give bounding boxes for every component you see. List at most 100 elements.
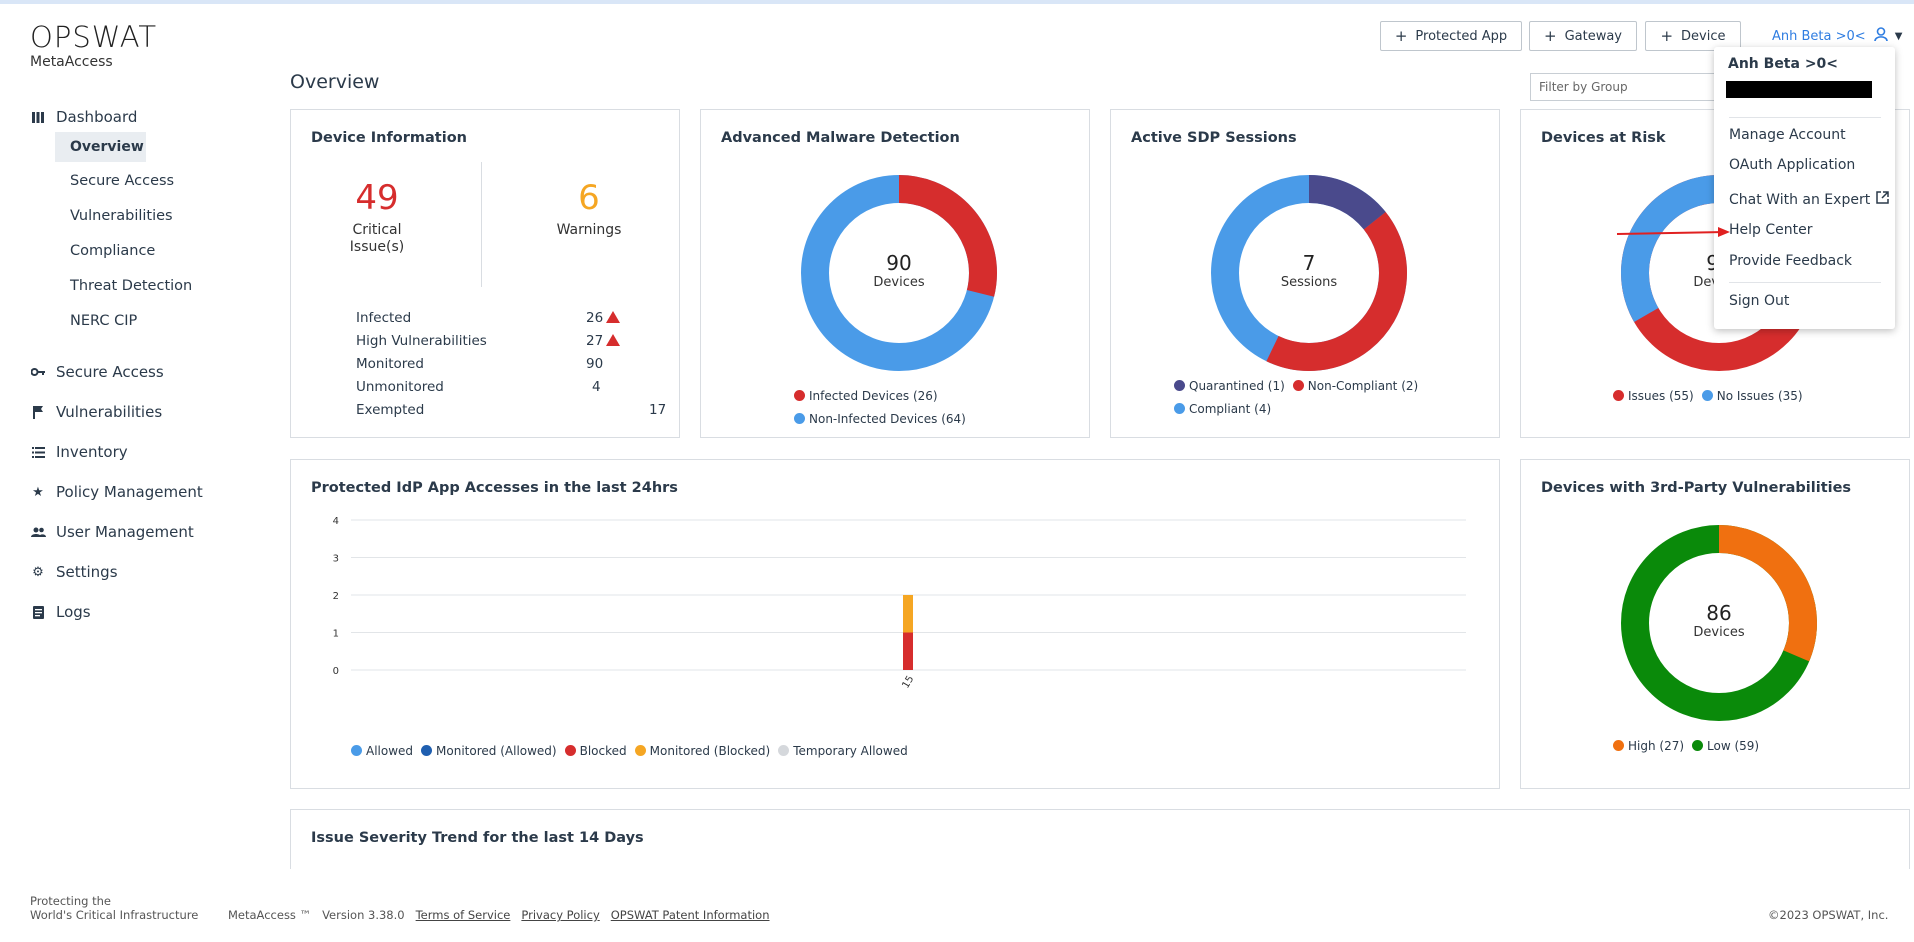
menu-item-sign-out[interactable]: Sign Out <box>1729 293 1790 309</box>
legend-item[interactable]: Non-Compliant (2) <box>1292 374 1419 397</box>
legend-item[interactable]: Allowed <box>351 739 413 762</box>
vulnerabilities-donut-chart[interactable] <box>1619 523 1819 723</box>
stat-row-high-vulnerabilities[interactable]: High Vulnerabilities 27 <box>356 333 636 356</box>
sidebar-item-label: Logs <box>56 603 91 621</box>
sidebar-main-items: Secure Access Vulnerabilities Inventory … <box>0 352 203 632</box>
sidebar-item-logs[interactable]: Logs <box>0 592 203 632</box>
menu-divider <box>1729 282 1881 283</box>
sidebar-item-label: Secure Access <box>56 363 164 381</box>
sidebar-subitem-vulnerabilities[interactable]: Vulnerabilities <box>70 208 173 224</box>
sidebar-item-dashboard[interactable]: Dashboard <box>0 102 192 132</box>
idp-bar-chart[interactable]: 0 1 2 3 4 15 <box>291 500 1499 700</box>
stat-row-monitored[interactable]: Monitored 90 <box>356 356 636 379</box>
legend-item[interactable]: Quarantined (1) <box>1174 374 1285 397</box>
privacy-policy-link[interactable]: Privacy Policy <box>521 908 600 922</box>
card-title: Advanced Malware Detection <box>721 130 960 146</box>
chart-legend: Quarantined (1) Non-Compliant (2) Compli… <box>1174 374 1444 420</box>
legend-item[interactable]: Temporary Allowed <box>778 739 908 762</box>
legend-dot <box>1174 380 1185 391</box>
legend-dot <box>634 745 646 756</box>
legend-dot <box>564 745 576 756</box>
sidebar-item-settings[interactable]: ⚙ Settings <box>0 552 203 592</box>
sidebar-item-policy-management[interactable]: ★ Policy Management <box>0 472 203 512</box>
logo[interactable]: OPSWAT MetaAccess <box>30 22 157 70</box>
high-slice[interactable] <box>1621 525 1817 721</box>
sidebar-item-inventory[interactable]: Inventory <box>0 432 203 472</box>
menu-item-provide-feedback[interactable]: Provide Feedback <box>1729 253 1853 269</box>
sdp-donut-chart[interactable] <box>1209 173 1409 373</box>
legend-label: Issues (55) <box>1628 388 1694 403</box>
caret-down-icon: ▼ <box>1894 31 1903 42</box>
menu-item-chat-with-expert[interactable]: Chat With an Expert <box>1729 191 1889 208</box>
bar-segment-blocked[interactable] <box>903 632 913 671</box>
menu-item-help-center[interactable]: Help Center <box>1729 222 1813 238</box>
stat-value: 90 <box>586 356 604 372</box>
footer-product: MetaAccess ™ <box>228 908 312 922</box>
gear-icon: ⚙ <box>32 564 44 580</box>
stat-value: 26 <box>586 310 604 326</box>
plus-icon: + <box>1543 27 1557 45</box>
warning-triangle-icon <box>606 311 620 323</box>
infected-slice[interactable] <box>801 175 997 371</box>
stat-row-infected[interactable]: Infected 26 <box>356 310 636 333</box>
malware-donut-chart[interactable] <box>799 173 999 373</box>
legend-item[interactable]: Monitored (Allowed) <box>421 739 557 762</box>
patent-information-link[interactable]: OPSWAT Patent Information <box>610 908 770 922</box>
footer-links: MetaAccess ™ Version 3.38.0 Terms of Ser… <box>228 908 770 922</box>
sidebar-subitem-nerc-cip[interactable]: NERC CIP <box>70 313 138 329</box>
warnings-count[interactable]: 6 <box>578 178 600 218</box>
add-gateway-button[interactable]: + Gateway <box>1529 21 1637 51</box>
legend-item[interactable]: Non-Infected Devices (64) <box>794 407 1026 430</box>
legend-dot <box>778 745 790 756</box>
y-tick-label: 1 <box>333 629 339 640</box>
donut-center-label: Sessions <box>1280 275 1338 290</box>
bar-segment-monitored-blocked[interactable] <box>903 595 913 633</box>
group-filter-input[interactable]: Filter by Group <box>1530 73 1720 101</box>
legend-dot <box>351 745 362 756</box>
legend-label: Temporary Allowed <box>793 743 908 758</box>
sidebar-subitem-overview[interactable]: Overview <box>55 132 146 162</box>
legend-label: Non-Compliant (2) <box>1307 378 1419 393</box>
card-title: Active SDP Sessions <box>1131 130 1297 146</box>
legend-dot <box>421 745 433 756</box>
legend-dot <box>1174 403 1185 414</box>
stat-row-exempted[interactable]: Exempted 17 <box>356 402 666 425</box>
tagline-line2: World's Critical Infrastructure <box>30 908 199 922</box>
top-accent-line <box>0 0 1914 4</box>
legend-item[interactable]: Blocked <box>564 739 627 762</box>
sidebar-subitem-compliance[interactable]: Compliance <box>70 243 156 259</box>
menu-item-oauth-application[interactable]: OAuth Application <box>1729 157 1856 173</box>
legend-item[interactable]: Infected Devices (26) <box>794 384 1026 407</box>
legend-label: Allowed <box>366 743 414 758</box>
stat-row-unmonitored[interactable]: Unmonitored 4 <box>356 379 636 402</box>
legend-item[interactable]: High (27) <box>1613 734 1684 757</box>
legend-item[interactable]: Issues (55) <box>1613 384 1694 407</box>
legend-item[interactable]: Monitored (Blocked) <box>634 739 770 762</box>
product-name: MetaAccess <box>30 54 113 70</box>
sidebar-item-vulnerabilities[interactable]: Vulnerabilities <box>0 392 203 432</box>
sidebar-subitem-secure-access[interactable]: Secure Access <box>70 173 175 189</box>
plus-icon: + <box>1394 27 1408 45</box>
critical-issues-label: Critical Issue(s) <box>327 222 427 256</box>
legend-item[interactable]: No Issues (35) <box>1701 384 1803 407</box>
add-device-button[interactable]: + Device <box>1645 21 1741 51</box>
legend-dot <box>794 413 805 424</box>
card-title: Devices at Risk <box>1541 130 1666 146</box>
redacted-email <box>1726 81 1872 98</box>
sidebar-item-secure-access[interactable]: Secure Access <box>0 352 203 392</box>
quarantined-slice[interactable] <box>1211 175 1407 371</box>
legend-label: Infected Devices (26) <box>809 388 938 403</box>
donut-center-label: Devices <box>1693 625 1745 640</box>
menu-item-manage-account[interactable]: Manage Account <box>1729 127 1846 143</box>
user-menu-toggle[interactable]: Anh Beta >0< ▼ <box>1772 27 1902 46</box>
sidebar-item-label: User Management <box>56 523 194 541</box>
donut-center: 7 Sessions <box>1249 251 1369 290</box>
sidebar-item-user-management[interactable]: User Management <box>0 512 203 552</box>
critical-issues-count[interactable]: 49 <box>355 178 399 218</box>
add-protected-app-button[interactable]: + Protected App <box>1380 21 1522 51</box>
sidebar-subitem-threat-detection[interactable]: Threat Detection <box>70 278 193 294</box>
legend-item[interactable]: Compliant (4) <box>1174 397 1271 420</box>
critical-label-line1: Critical <box>352 222 402 238</box>
terms-of-service-link[interactable]: Terms of Service <box>415 908 511 922</box>
legend-item[interactable]: Low (59) <box>1692 734 1759 757</box>
